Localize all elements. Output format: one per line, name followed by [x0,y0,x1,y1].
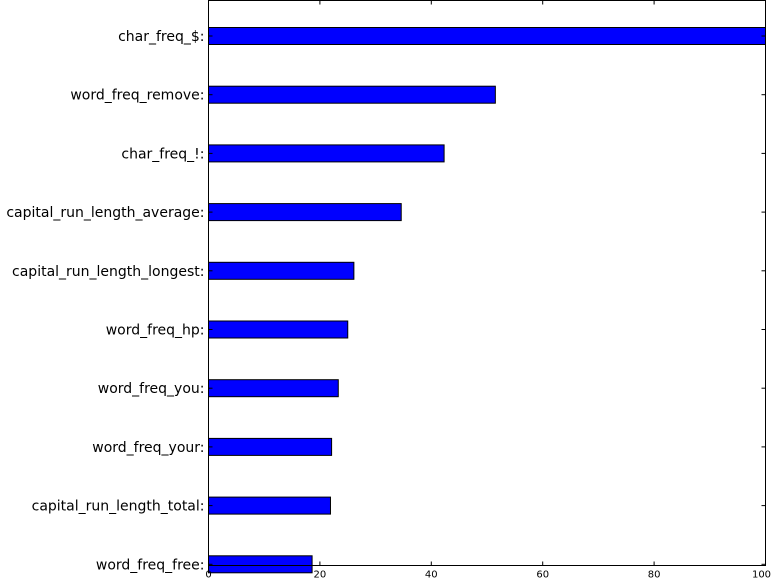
bar [208,85,496,104]
bars-layer [208,27,766,574]
bar [208,379,339,398]
category-label: word_freq_free: [96,557,205,573]
category-label: word_freq_remove: [70,88,204,104]
category-label: capital_run_length_total: [32,499,205,515]
bar [208,144,445,163]
x-tick-label: 40 [425,570,438,581]
bar [208,496,331,515]
bar [208,437,333,456]
x-tick-label: 80 [648,570,661,581]
x-tick-label: 0 [205,570,211,581]
bar [208,27,766,45]
bar [208,320,349,339]
x-tick-label: 60 [536,570,549,581]
category-label: capital_run_length_longest: [12,264,204,280]
plot-frame [208,0,766,566]
bar [208,555,313,574]
bar [208,261,355,280]
category-label: capital_run_length_average: [6,205,204,221]
category-label: word_freq_you: [98,381,205,397]
category-label: char_freq_!: [121,146,204,162]
x-tick-label: 100 [752,570,771,581]
category-label: char_freq_$: [118,29,204,45]
category-label: word_freq_your: [92,440,204,456]
category-labels: char_freq_$: word_freq_remove: char_freq_!… [6,29,204,573]
bar [208,203,402,222]
x-axis-ticks: 0 20 40 60 80 100 [205,0,771,581]
x-tick-label: 20 [314,570,327,581]
category-label: word_freq_hp: [106,323,205,339]
